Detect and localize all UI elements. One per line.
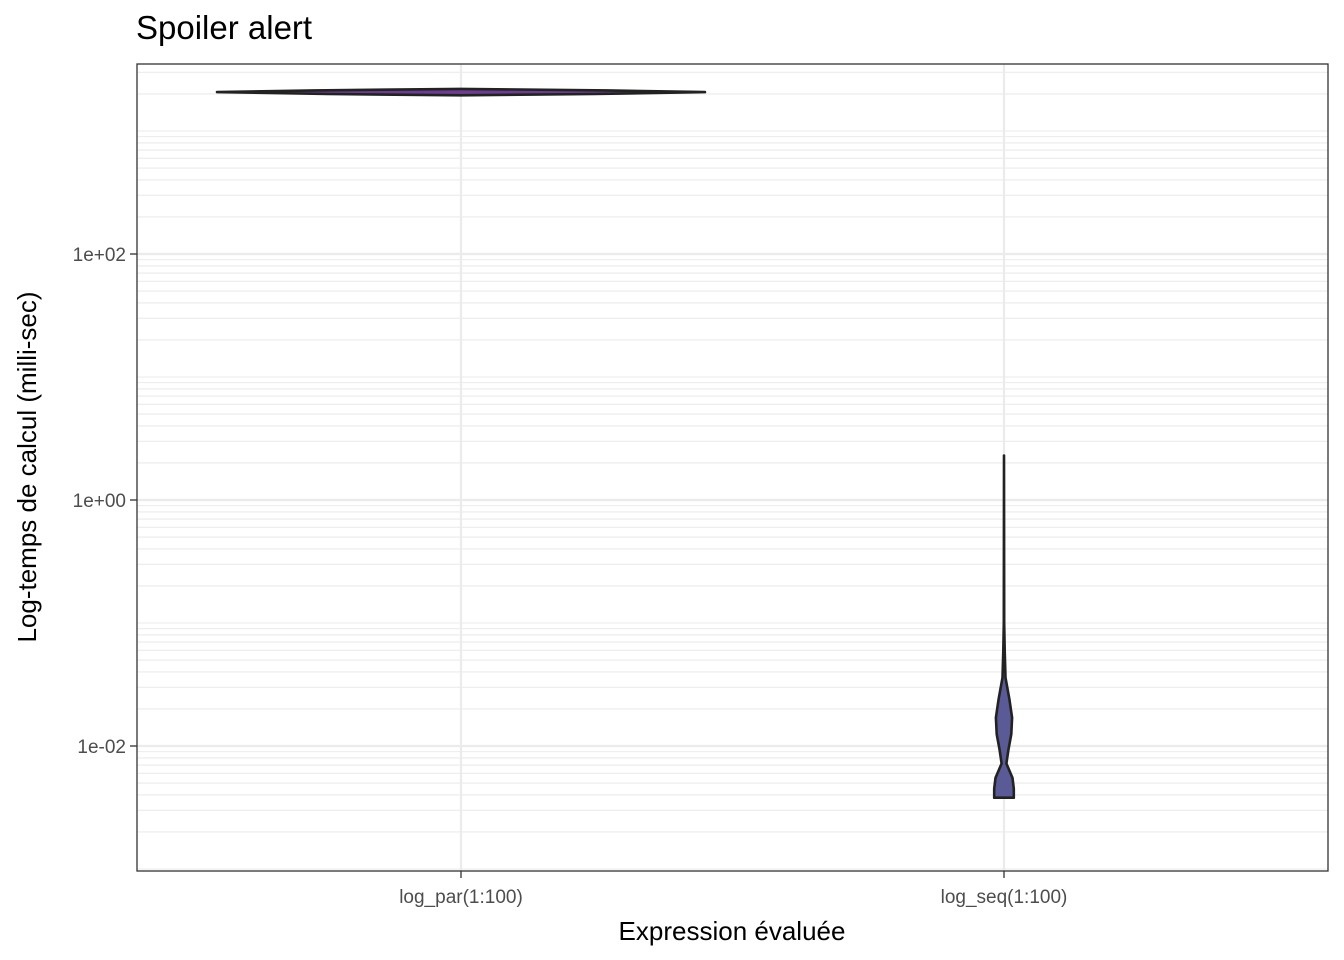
chart-title: Spoiler alert <box>136 9 312 46</box>
y-tick-label: 1e+02 <box>73 245 126 266</box>
grid-lines <box>137 64 1328 871</box>
x-tick-label: log_par(1:100) <box>399 887 523 908</box>
violin-log-par <box>215 87 707 97</box>
y-tick-label: 1e-02 <box>77 737 126 758</box>
y-tick-label: 1e+00 <box>73 491 126 512</box>
violin-layer <box>215 87 1016 799</box>
y-axis-title: Log-temps de calcul (milli-sec) <box>12 291 42 642</box>
x-axis-title: Expression évaluée <box>619 916 846 946</box>
plot-border <box>136 63 1329 872</box>
y-axis: 1e-02 1e+00 1e+02 <box>73 245 137 758</box>
violin-log-seq <box>992 454 1016 799</box>
plot-background <box>137 64 1328 871</box>
x-tick-label: log_seq(1:100) <box>941 887 1068 908</box>
x-axis: log_par(1:100) log_seq(1:100) <box>399 871 1067 908</box>
